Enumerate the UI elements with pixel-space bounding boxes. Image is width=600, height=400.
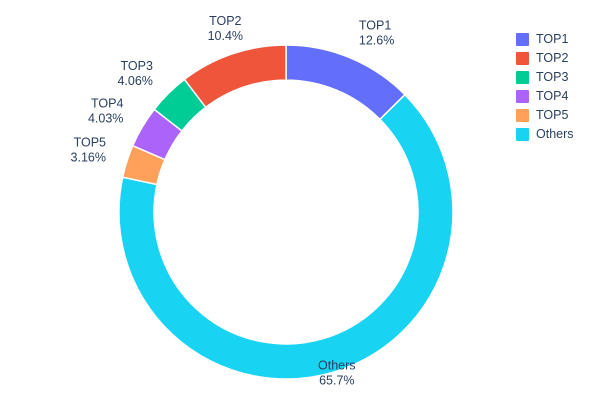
slice-label-top1: TOP1 12.6%: [359, 19, 394, 48]
slice-label-others: Others 65.7%: [318, 359, 356, 388]
legend-label: TOP5: [536, 108, 569, 122]
slice-label-top4: TOP4 4.03%: [88, 97, 124, 126]
legend-swatch-top3: [516, 71, 529, 84]
legend-item-top5[interactable]: TOP5: [516, 109, 574, 122]
donut-slice-others[interactable]: [118, 93, 454, 380]
legend-label: Others: [536, 127, 574, 141]
slice-label-top3: TOP3 4.06%: [117, 59, 153, 88]
legend-swatch-top4: [516, 90, 529, 103]
legend-item-top2[interactable]: TOP2: [516, 52, 574, 65]
legend-item-top1[interactable]: TOP1: [516, 33, 574, 46]
donut-slice-top1[interactable]: [285, 44, 406, 121]
chart-legend: TOP1 TOP2 TOP3 TOP4 TOP5 Others: [516, 33, 574, 141]
legend-swatch-top2: [516, 52, 529, 65]
legend-label: TOP1: [536, 32, 569, 46]
legend-label: TOP3: [536, 70, 569, 84]
legend-item-top3[interactable]: TOP3: [516, 71, 574, 84]
legend-item-others[interactable]: Others: [516, 128, 574, 141]
legend-swatch-others: [516, 128, 529, 141]
legend-swatch-top5: [516, 109, 529, 122]
legend-label: TOP4: [536, 89, 569, 103]
donut-slice-top2[interactable]: [183, 44, 287, 109]
slice-label-top2: TOP2 10.4%: [208, 14, 243, 43]
legend-label: TOP2: [536, 51, 569, 65]
legend-item-top4[interactable]: TOP4: [516, 90, 574, 103]
legend-swatch-top1: [516, 33, 529, 46]
slice-label-top5: TOP5 3.16%: [71, 136, 107, 165]
